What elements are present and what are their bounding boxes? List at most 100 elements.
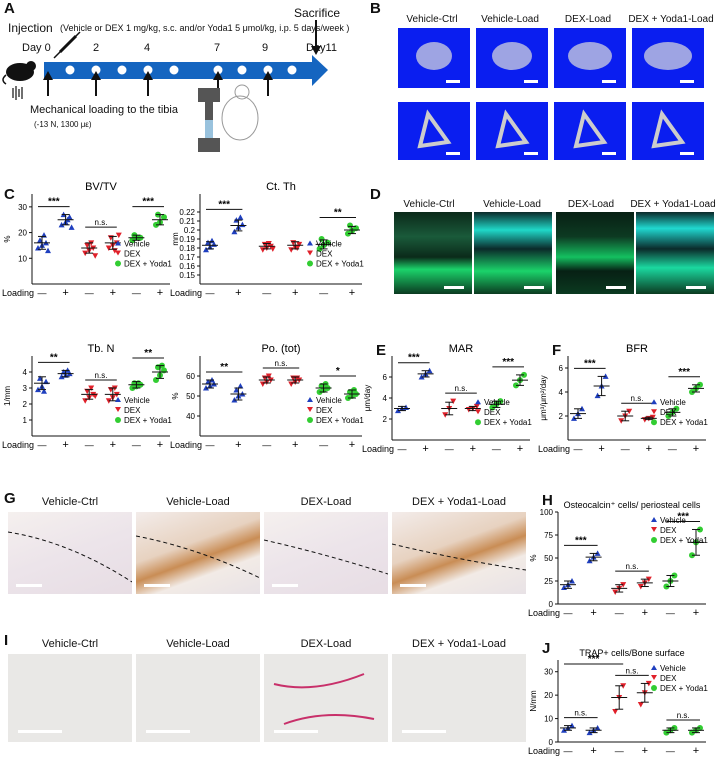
legend-marker <box>115 407 121 412</box>
legend-label: DEX <box>316 250 333 259</box>
significance-label: n.s. <box>626 562 639 571</box>
y-tick-label: 6 <box>559 364 564 373</box>
panel-d-title-dex-load: DEX-Load <box>567 199 615 210</box>
panel-label-g: G <box>4 490 16 507</box>
loading-tick-label: + <box>292 439 298 451</box>
scale-bar <box>606 286 626 289</box>
loading-tick-label: + <box>693 745 699 757</box>
y-tick-label: 0.18 <box>179 244 195 253</box>
loading-device-illustration <box>198 84 259 152</box>
loading-tick-label: — <box>262 440 271 450</box>
chart-title: TRAP+ cells/Bone surface <box>579 648 684 658</box>
legend-marker <box>651 409 657 415</box>
loading-tick-label: + <box>349 287 355 299</box>
y-tick-label: 30 <box>18 203 27 212</box>
significance-label: *** <box>48 197 60 208</box>
loading-tick-label: + <box>110 287 116 299</box>
loading-day-arrow <box>143 71 153 96</box>
legend-label: DEX + Yoda1 <box>124 416 172 425</box>
loading-tick-label: — <box>206 288 215 298</box>
scale-bar <box>602 80 616 83</box>
y-tick-label: 75 <box>544 531 553 540</box>
scale-bar <box>400 584 426 587</box>
legend-label: DEX + Yoda1 <box>484 418 532 427</box>
significance-label: *** <box>584 358 596 369</box>
data-point <box>259 247 266 253</box>
legend-label: Vehicle <box>484 398 510 407</box>
loading-tick-label: + <box>598 443 604 455</box>
data-point <box>637 702 644 708</box>
loading-tick-label: — <box>492 444 501 454</box>
scale-bar <box>144 584 170 587</box>
legend-marker <box>307 260 313 267</box>
loading-tick-label: — <box>666 608 675 618</box>
mechanical-loading-detail: (-13 N, 1300 με) <box>34 120 92 129</box>
panel-label-f: F <box>552 342 562 359</box>
panel-b-title-dex-load: DEX-Load <box>564 14 612 25</box>
loading-tick-label: — <box>615 608 624 618</box>
panel-g-title-vehicle-load: Vehicle-Load <box>166 496 230 508</box>
microct-trabecular-image <box>554 28 626 88</box>
legend-label: DEX <box>316 406 333 415</box>
data-point <box>269 246 276 252</box>
loading-tick-label: — <box>206 440 215 450</box>
panel-b-title-dex-yoda1-load: DEX + Yoda1-Load <box>628 14 714 25</box>
y-tick-label: 2 <box>383 415 388 424</box>
legend-marker <box>307 250 313 256</box>
significance-label: *** <box>588 654 600 665</box>
legend-marker <box>115 250 121 256</box>
scale-bar <box>18 730 62 733</box>
legend-label: Vehicle <box>660 664 686 673</box>
timeline-dot <box>168 64 180 76</box>
scale-bar <box>602 152 616 155</box>
significance-label: n.s. <box>631 394 644 403</box>
loading-day-arrow <box>91 71 101 96</box>
loading-tick-label: — <box>132 440 141 450</box>
y-axis-label: μm/day <box>363 385 372 411</box>
loading-tick-label: — <box>445 444 454 454</box>
y-tick-label: 0.19 <box>179 235 195 244</box>
y-tick-label: 0 <box>549 738 554 747</box>
y-tick-label: 25 <box>544 577 553 586</box>
y-tick-label: 3 <box>23 384 28 393</box>
y-tick-label: 0.22 <box>179 208 195 217</box>
data-point <box>105 245 112 251</box>
panel-label-b: B <box>370 0 381 17</box>
loading-tick-label: + <box>517 443 523 455</box>
chart-e: MAR μm/day 2 4 6 — + — + — + Loading *** n.s. *** Vehic… <box>362 343 532 455</box>
data-point <box>237 383 244 389</box>
panel-label-j: J <box>542 640 551 657</box>
panel-g-title-vehicle-ctrl: Vehicle-Ctrl <box>41 496 99 508</box>
chart-c4: Po. (tot)% 40 50 60 — + — + — + Loading ** n.s. * Vehi… <box>170 343 364 451</box>
legend-marker <box>475 399 481 405</box>
loading-tick-label: + <box>646 443 652 455</box>
significance-label: ** <box>220 362 228 373</box>
significance-label: *** <box>218 199 230 210</box>
y-tick-label: 20 <box>544 691 553 700</box>
y-tick-label: 0 <box>549 600 554 609</box>
chart-c1: BV/TV% 10 20 30 — + — + — + Loading *** n.s. *** Vehic… <box>2 181 172 299</box>
ihc-osteocalcin-image <box>392 512 526 594</box>
scale-bar <box>680 80 694 83</box>
significance-label: n.s. <box>626 666 639 675</box>
timeline-dot <box>236 64 248 76</box>
chart-f: BFR μm³/μm²/day 2 4 6 — + — + — + Loading *** n.s. ***… <box>538 343 708 455</box>
loading-axis-label: Loading <box>528 746 560 756</box>
y-axis-label: μm³/μm²/day <box>539 375 548 420</box>
chart-title: BFR <box>626 343 648 355</box>
y-tick-label: 30 <box>544 668 553 677</box>
loading-axis-label: Loading <box>362 444 394 454</box>
loading-tick-label: — <box>262 288 271 298</box>
loading-tick-label: + <box>62 287 68 299</box>
legend-label: DEX <box>124 406 141 415</box>
loading-axis-label: Loading <box>170 288 202 298</box>
day9-label: 9 <box>262 42 269 54</box>
loading-axis-label: Loading <box>2 288 34 298</box>
sacrifice-label: Sacrifice <box>294 6 341 20</box>
day2-label: 2 <box>93 42 100 54</box>
panel-label-h: H <box>542 492 553 509</box>
mechanical-loading-label: Mechanical loading to the tibia <box>30 104 178 116</box>
y-tick-label: 0.17 <box>179 253 195 262</box>
